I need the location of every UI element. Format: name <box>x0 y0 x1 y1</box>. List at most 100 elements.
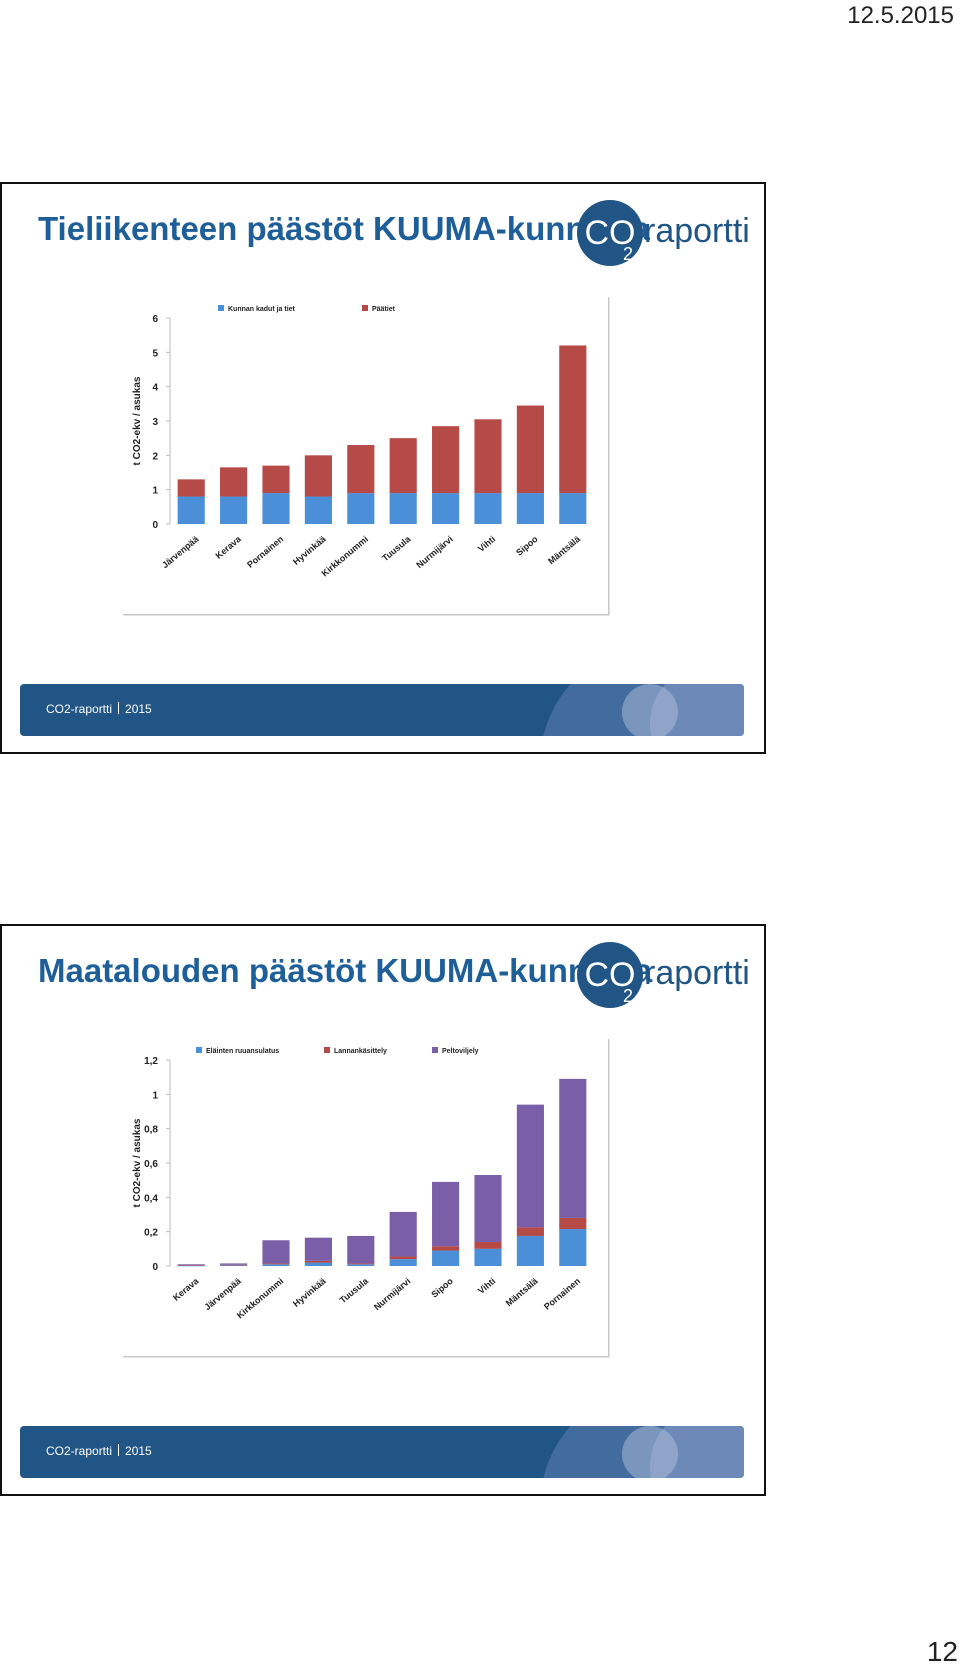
x-tick-label: Kirkkonummi <box>320 534 370 579</box>
legend-label: Eläinten ruuansulatus <box>206 1048 279 1055</box>
slide-title-text: Tieliikenteen päästöt KUUMA-kunnissa <box>38 210 650 247</box>
bar <box>559 345 587 494</box>
bar <box>559 1078 587 1218</box>
y-tick-label: 4 <box>152 383 158 394</box>
x-tick-label: Kirkkonummi <box>235 1276 285 1321</box>
bar <box>432 1181 460 1247</box>
x-tick-label: Nurmijärvi <box>414 534 455 570</box>
bar <box>177 496 205 524</box>
footer-decoration-icon <box>543 684 744 736</box>
page-date: 12.5.2015 <box>847 2 954 29</box>
x-tick-label: Mäntsälä <box>504 1275 541 1308</box>
legend-label: Peltoviljely <box>442 1048 479 1055</box>
footer-year: 2015 <box>125 1444 152 1458</box>
bar <box>559 1217 587 1230</box>
slide-title: Tieliikenteen päästöt KUUMA-kunnissa <box>38 206 650 252</box>
y-tick-label: 1 <box>152 486 158 497</box>
y-tick-label: 3 <box>152 417 158 428</box>
footer-brand: CO2-raportti <box>46 1444 113 1458</box>
svg-text:CO: CO <box>585 956 636 994</box>
bar <box>516 1104 544 1228</box>
chart-agriculture-svg: 0 0,2 0,4 0,6 0,8 1 1,2 t CO2-ekv / asukas Kerav… <box>132 1047 587 1321</box>
y-tick-label: 2 <box>152 451 158 462</box>
bar <box>559 1229 587 1266</box>
bar <box>389 1256 417 1260</box>
bar <box>474 1248 502 1266</box>
co2-raportti-logo: CO 2 raportti <box>577 942 750 1008</box>
bar <box>516 405 544 494</box>
slide-agriculture: Maatalouden päästöt KUUMA-kunnissa CO 2 … <box>0 924 766 1496</box>
bar <box>389 1259 417 1266</box>
x-tick-label: Pornainen <box>245 534 285 570</box>
footer-text: CO2-raportti 2015 <box>46 702 152 716</box>
bar <box>262 1240 290 1264</box>
y-tick-label: 1,2 <box>144 1056 158 1067</box>
legend-swatch <box>218 305 224 311</box>
bar <box>474 1175 502 1242</box>
x-tick-label: Kerava <box>213 533 243 561</box>
y-tick-label: 5 <box>152 348 158 359</box>
x-tick-label: Hyvinkää <box>291 533 328 567</box>
x-tick-label: Sipoo <box>429 1276 455 1300</box>
x-tick-label: Tuusula <box>380 533 413 563</box>
x-tick-label: Järvenpää <box>202 1275 243 1312</box>
bar <box>432 1246 460 1251</box>
slide-footer: CO2-raportti 2015 <box>20 1426 744 1478</box>
bar <box>220 496 248 524</box>
y-tick-label: 0 <box>152 520 158 531</box>
bar <box>220 1265 248 1266</box>
bar <box>177 1264 205 1266</box>
bar <box>220 1263 248 1265</box>
page-number: 12 <box>926 1636 958 1667</box>
slide-footer: CO2-raportti 2015 <box>20 684 744 736</box>
bar <box>389 493 417 524</box>
legend-swatch <box>324 1047 330 1053</box>
bar <box>347 1263 375 1265</box>
bar <box>516 493 544 524</box>
bar <box>177 1265 205 1266</box>
bar <box>432 493 460 524</box>
svg-text:raportti: raportti <box>644 954 750 992</box>
bar <box>347 1235 375 1264</box>
svg-text:raportti: raportti <box>644 212 750 250</box>
footer-year: 2015 <box>125 702 152 716</box>
bar <box>516 1227 544 1236</box>
legend-label: Kunnan kadut ja tiet <box>228 306 296 313</box>
bar <box>432 1250 460 1266</box>
bar <box>304 1262 332 1266</box>
chart-road-traffic: 0 1 2 3 4 5 6 t CO2-ekv / asukas Järvenpää Kerava… <box>122 296 608 614</box>
bar <box>262 465 290 494</box>
bar <box>474 419 502 494</box>
bar <box>474 1241 502 1249</box>
x-tick-label: Vihti <box>476 1276 497 1296</box>
svg-text:2: 2 <box>623 244 633 264</box>
bar <box>474 493 502 524</box>
legend-swatch <box>196 1047 202 1053</box>
bar <box>304 1237 332 1261</box>
legend-label: Päätiet <box>372 306 396 313</box>
footer-decoration-icon <box>543 1426 744 1478</box>
chart-road-traffic-svg: 0 1 2 3 4 5 6 t CO2-ekv / asukas Järvenpää Kerava… <box>132 305 587 579</box>
legend-swatch <box>362 305 368 311</box>
footer-brand: CO2-raportti <box>46 702 113 716</box>
x-tick-label: Hyvinkää <box>291 1275 328 1309</box>
y-tick-label: 0,6 <box>144 1159 158 1170</box>
slide-road-traffic: Tieliikenteen päästöt KUUMA-kunnissa CO … <box>0 182 766 754</box>
bar <box>347 493 375 524</box>
slide-title: Maatalouden päästöt KUUMA-kunnissa <box>38 948 652 994</box>
bar <box>389 1211 417 1257</box>
bar <box>220 467 248 497</box>
bar <box>304 496 332 524</box>
y-tick-label: 1 <box>152 1090 158 1101</box>
x-tick-label: Kerava <box>171 1275 201 1303</box>
x-tick-label: Sipoo <box>514 534 540 558</box>
bar <box>262 493 290 524</box>
bar <box>262 1264 290 1266</box>
bar <box>177 479 205 497</box>
y-tick-label: 0 <box>152 1262 158 1273</box>
bar <box>516 1235 544 1266</box>
svg-text:CO: CO <box>585 214 636 252</box>
y-tick-label: 0,4 <box>144 1193 158 1204</box>
y-tick-label: 0,8 <box>144 1125 158 1136</box>
bar <box>304 455 332 497</box>
